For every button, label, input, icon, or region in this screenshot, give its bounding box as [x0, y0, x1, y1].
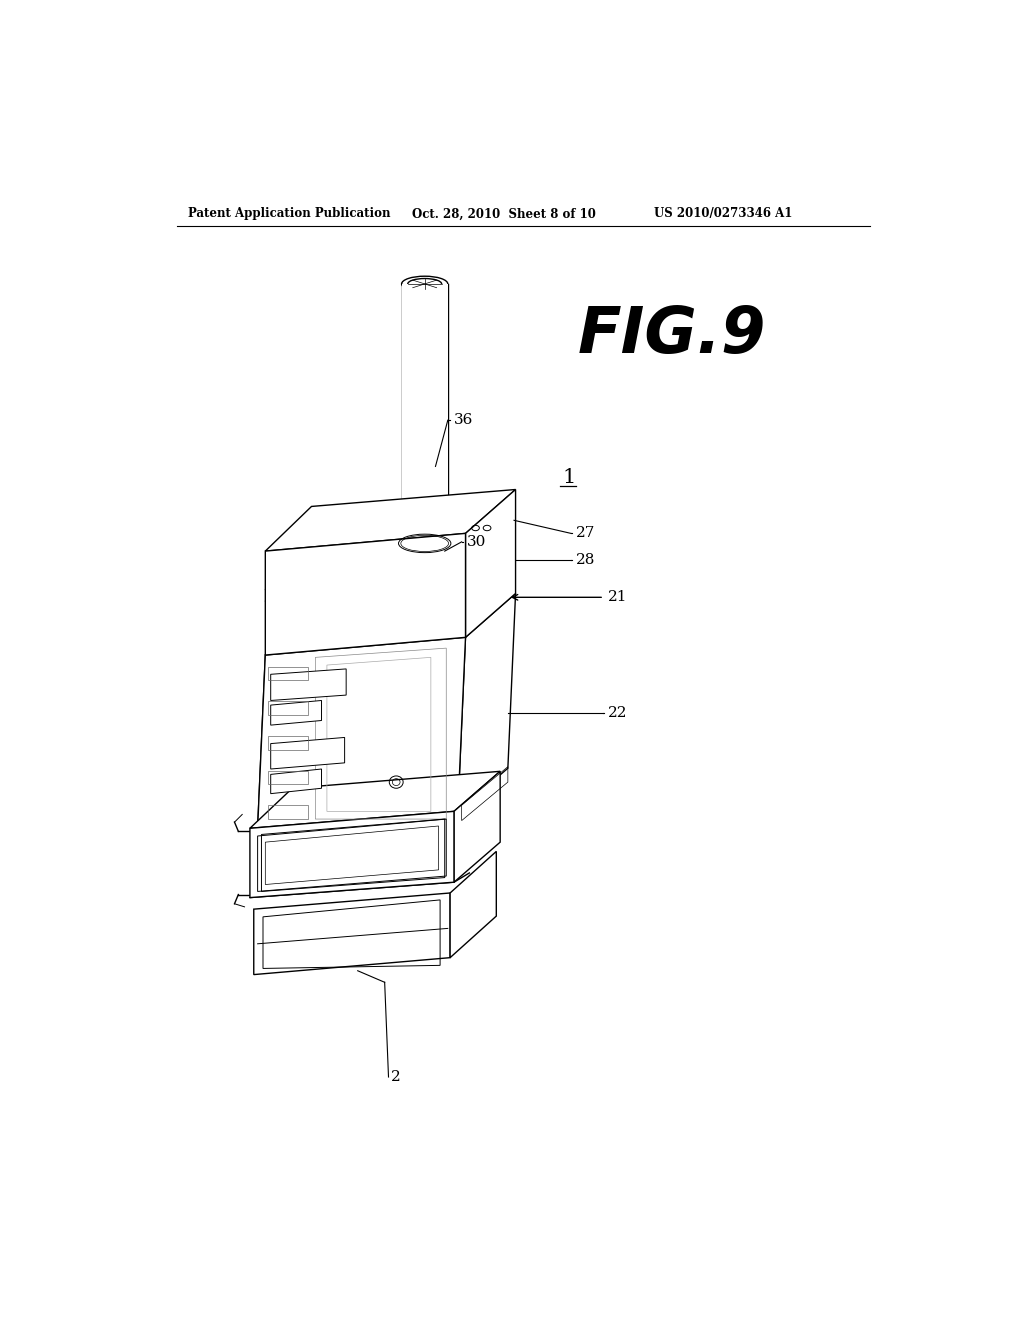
Polygon shape	[258, 638, 466, 829]
Text: FIG.9: FIG.9	[578, 305, 766, 367]
Polygon shape	[250, 812, 454, 898]
Text: 22: 22	[608, 706, 628, 719]
Text: US 2010/0273346 A1: US 2010/0273346 A1	[654, 207, 793, 220]
Polygon shape	[270, 701, 322, 725]
Polygon shape	[270, 669, 346, 701]
Text: 27: 27	[575, 527, 595, 540]
Text: Patent Application Publication: Patent Application Publication	[188, 207, 391, 220]
Polygon shape	[451, 851, 497, 958]
Text: 30: 30	[467, 535, 486, 549]
Text: 36: 36	[454, 413, 473, 428]
Polygon shape	[466, 490, 515, 638]
Polygon shape	[454, 771, 500, 882]
Polygon shape	[265, 490, 515, 552]
Polygon shape	[250, 771, 500, 829]
Polygon shape	[265, 533, 466, 655]
Text: 21: 21	[608, 590, 628, 605]
Polygon shape	[270, 738, 345, 770]
Text: 28: 28	[575, 553, 595, 568]
Polygon shape	[401, 284, 447, 566]
Polygon shape	[458, 594, 515, 812]
Text: 1: 1	[563, 469, 577, 487]
Polygon shape	[270, 770, 322, 793]
Polygon shape	[254, 892, 451, 974]
Text: 2: 2	[391, 1071, 400, 1084]
Text: Oct. 28, 2010  Sheet 8 of 10: Oct. 28, 2010 Sheet 8 of 10	[412, 207, 596, 220]
